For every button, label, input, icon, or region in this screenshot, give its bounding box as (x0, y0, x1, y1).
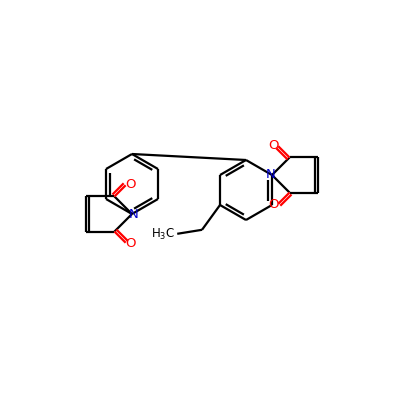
Text: O: O (268, 139, 278, 152)
Text: O: O (268, 198, 278, 211)
Text: O: O (126, 237, 136, 250)
Text: H$_3$C: H$_3$C (151, 227, 175, 242)
Text: O: O (126, 178, 136, 191)
Text: N: N (129, 208, 138, 220)
Text: N: N (266, 168, 275, 182)
